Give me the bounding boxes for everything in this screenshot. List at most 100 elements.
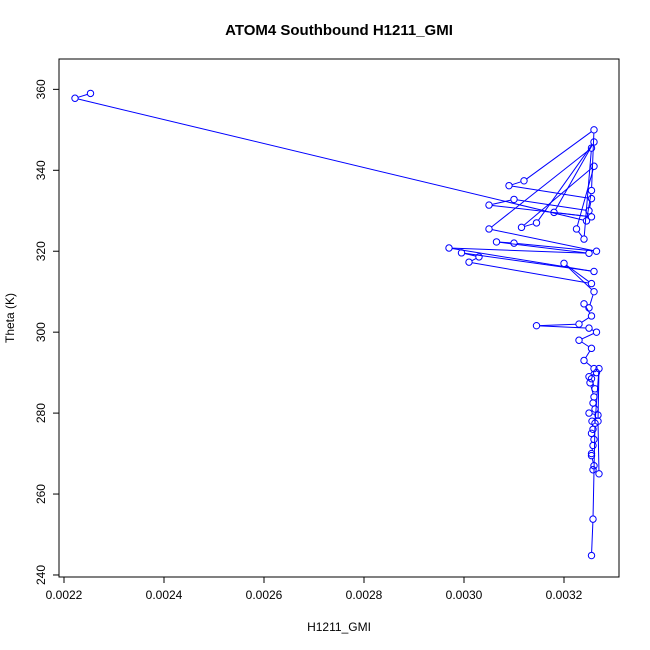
data-point xyxy=(580,300,588,308)
data-point xyxy=(585,207,593,215)
series-segment xyxy=(524,223,534,227)
data-point xyxy=(590,364,598,373)
data-point xyxy=(505,181,513,190)
y-axis: 240 260 280 300 320 340 360 xyxy=(34,79,60,585)
series-segment xyxy=(539,323,576,327)
series-segment xyxy=(77,98,584,221)
data-point xyxy=(587,279,596,288)
data-point xyxy=(445,244,453,252)
data-point xyxy=(587,144,596,152)
data-point xyxy=(591,385,599,393)
data-point xyxy=(587,375,596,383)
data-point xyxy=(591,419,599,427)
data-point xyxy=(585,249,593,257)
data-point xyxy=(485,225,493,233)
x-axis-label: H1211_GMI xyxy=(307,620,371,634)
data-point xyxy=(592,247,601,255)
series-segment xyxy=(591,522,594,553)
x-tick-label: 0.0030 xyxy=(446,588,483,602)
data-point xyxy=(590,162,598,170)
data-point xyxy=(587,312,596,320)
series-segment xyxy=(472,262,589,284)
data-point xyxy=(589,466,597,474)
series-segment xyxy=(590,371,593,375)
y-tick-label: 340 xyxy=(34,160,48,180)
series-segment xyxy=(589,201,592,208)
y-tick-label: 300 xyxy=(34,322,48,342)
series-segment xyxy=(537,144,593,221)
series-segment xyxy=(576,169,594,227)
data-point xyxy=(590,267,598,276)
x-axis: 0.0022 0.0024 0.0026 0.0028 0.0030 0.0032 xyxy=(46,576,583,602)
data-point xyxy=(591,405,599,413)
data-point xyxy=(492,238,501,246)
data-point xyxy=(520,177,528,185)
series-segment xyxy=(581,317,590,323)
data-point xyxy=(589,441,597,450)
data-point xyxy=(590,287,598,296)
series-segment xyxy=(517,199,586,211)
data-point xyxy=(587,449,596,458)
data-point xyxy=(575,336,583,344)
series-segment xyxy=(77,93,88,98)
series-line xyxy=(77,93,600,553)
data-point xyxy=(587,344,596,353)
series-segment xyxy=(583,151,592,236)
data-point xyxy=(589,515,597,523)
series-segment xyxy=(581,341,590,348)
data-point xyxy=(550,208,558,217)
data-point xyxy=(585,409,593,417)
data-point xyxy=(532,321,541,330)
y-axis-label: Theta (K) xyxy=(3,293,17,343)
series-segment xyxy=(586,362,592,367)
series-segment xyxy=(499,241,586,254)
data-point xyxy=(580,235,588,243)
series-segment xyxy=(511,181,522,186)
series-segment xyxy=(555,144,593,210)
series-segment xyxy=(517,242,594,252)
series-segment xyxy=(592,426,596,516)
series-segment xyxy=(491,149,590,228)
data-point xyxy=(532,219,541,227)
series-points xyxy=(71,89,603,560)
data-point xyxy=(580,356,588,365)
data-point xyxy=(592,328,601,336)
data-point xyxy=(485,201,493,209)
data-point xyxy=(457,249,466,257)
series-segment xyxy=(526,131,592,180)
series-segment xyxy=(471,257,477,262)
data-point xyxy=(517,223,526,232)
data-point xyxy=(572,225,581,233)
data-point xyxy=(475,253,483,261)
series-segment xyxy=(512,185,589,199)
series-segment xyxy=(566,264,590,283)
data-point xyxy=(595,470,603,478)
series-segment xyxy=(597,424,600,471)
series-segment xyxy=(585,350,591,359)
data-point xyxy=(71,94,79,102)
chart-title: ATOM4 Southbound H1211_GMI xyxy=(225,22,453,39)
data-point xyxy=(585,304,593,312)
data-point xyxy=(587,551,596,560)
data-point xyxy=(587,186,596,195)
data-point xyxy=(587,429,596,438)
y-tick-label: 260 xyxy=(34,484,48,504)
series-segment xyxy=(523,167,592,226)
data-point xyxy=(582,217,591,225)
x-tick-label: 0.0022 xyxy=(46,588,83,602)
series-segment xyxy=(565,265,593,290)
data-point xyxy=(586,379,594,387)
series-segment xyxy=(581,333,594,340)
data-point xyxy=(86,89,95,98)
series-segment xyxy=(492,229,594,252)
data-point xyxy=(590,138,598,146)
series-segment xyxy=(492,199,511,205)
series-segment xyxy=(591,458,594,463)
data-point xyxy=(560,259,568,268)
x-tick-label: 0.0024 xyxy=(146,588,183,602)
y-tick-label: 280 xyxy=(34,403,48,423)
data-point xyxy=(595,364,603,373)
x-tick-label: 0.0028 xyxy=(346,588,383,602)
data-point xyxy=(587,213,596,221)
series-segment xyxy=(452,247,586,254)
